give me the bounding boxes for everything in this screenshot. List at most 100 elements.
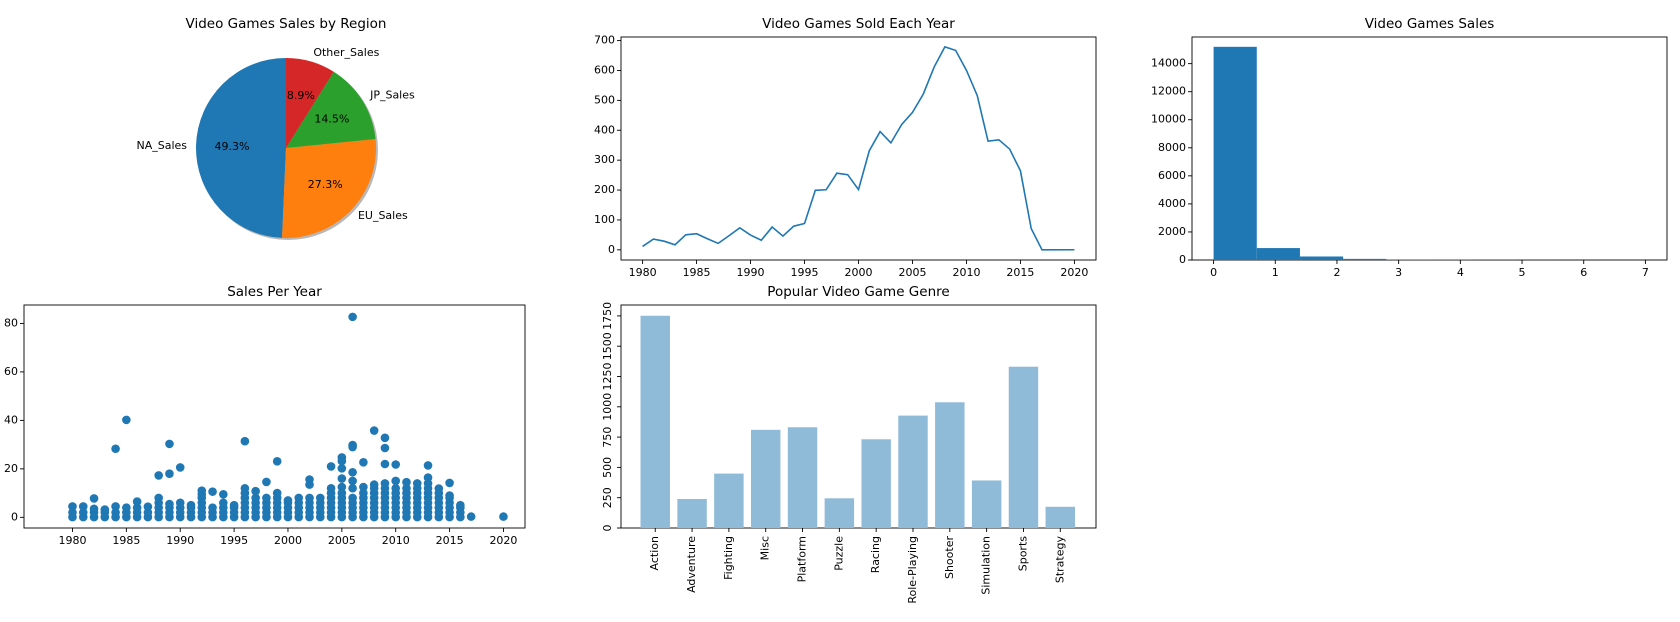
bar	[861, 439, 891, 528]
slice-label: Other_Sales	[313, 46, 379, 59]
scatter-point	[89, 504, 99, 514]
scatter-point	[78, 502, 88, 511]
scatter-point	[78, 508, 88, 517]
x-tick-label: 1980	[58, 534, 86, 547]
scatter-point	[272, 488, 282, 498]
scatter-point	[369, 426, 379, 435]
x-tick-label: 1990	[166, 534, 194, 547]
x-tick-label: Fighting	[722, 536, 735, 580]
y-tick-label: 20	[4, 462, 18, 475]
bar	[714, 473, 744, 528]
scatter-point	[240, 483, 250, 493]
chart-title: Video Games Sales by Region	[186, 16, 387, 32]
y-tick-label: 8000	[1158, 141, 1186, 154]
x-tick-label: 2005	[898, 266, 926, 279]
y-tick-label: 12000	[1151, 85, 1186, 98]
scatter-point	[326, 483, 336, 493]
scatter-point	[337, 482, 347, 492]
bar	[750, 429, 781, 528]
scatter-point	[499, 512, 508, 521]
y-tick-label: 0	[11, 510, 18, 523]
scatter-point	[68, 502, 77, 511]
scatter-point	[251, 493, 260, 503]
x-tick-label: 2015	[1006, 266, 1034, 279]
x-tick-label: Shooter	[943, 536, 956, 579]
y-tick-label: 250	[601, 487, 614, 508]
x-tick-label: 3	[1395, 266, 1402, 279]
x-tick-label: Simulation	[980, 536, 993, 595]
slice-value-label: 8.9%	[287, 89, 315, 102]
bar	[677, 499, 707, 528]
x-tick-label: 2010	[952, 266, 980, 279]
x-tick-label: 1990	[737, 266, 765, 279]
chart-title: Video Games Sold Each Year	[762, 16, 955, 32]
scatter-point	[445, 491, 454, 500]
y-tick-label: 40	[4, 413, 18, 426]
x-tick-label: 2	[1333, 266, 1340, 279]
scatter-point	[219, 498, 228, 508]
histogram-bar	[1343, 258, 1387, 260]
scatter-point	[456, 500, 465, 510]
histogram-bar	[1213, 46, 1257, 260]
slice-value-label: 14.5%	[314, 112, 349, 125]
data-line	[642, 45, 1075, 251]
x-tick-label: 1	[1272, 266, 1279, 279]
scatter-point	[240, 436, 250, 446]
scatter-point	[337, 488, 347, 498]
x-tick-label: 1985	[683, 266, 711, 279]
y-tick-label: 6000	[1158, 169, 1186, 182]
scatter-point	[132, 497, 142, 506]
scatter-point	[122, 503, 131, 512]
x-tick-label: Racing	[869, 536, 882, 573]
x-tick-label: 2005	[328, 534, 356, 547]
scatter-point	[132, 503, 142, 512]
scatter-point	[208, 487, 217, 496]
scatter-point	[262, 477, 271, 487]
scatter-point	[391, 460, 401, 469]
scatter-point	[326, 462, 336, 471]
pie-slice	[286, 58, 334, 148]
y-tick-label: 400	[594, 123, 615, 136]
scatter-point	[466, 512, 476, 521]
scatter-point	[165, 499, 174, 509]
slice-value-label: 27.3%	[308, 178, 343, 191]
pie-slice	[195, 58, 286, 238]
y-tick-label: 0	[608, 243, 615, 256]
y-tick-label: 200	[594, 183, 615, 196]
x-tick-label: 2010	[382, 534, 410, 547]
x-tick-label: 6	[1580, 266, 1587, 279]
x-tick-label: 1980	[629, 266, 657, 279]
scatter-point	[175, 498, 185, 508]
scatter-point	[100, 505, 110, 514]
scatter-point	[348, 312, 357, 322]
scatter-point	[380, 479, 390, 488]
scatter-point	[369, 480, 379, 489]
y-tick-label: 10000	[1151, 113, 1186, 126]
histogram-bar	[1386, 259, 1430, 260]
chart-title: Video Games Sales	[1365, 16, 1495, 32]
bar	[1045, 506, 1076, 528]
scatter-point	[305, 475, 314, 484]
bar	[787, 427, 818, 528]
y-tick-label: 600	[594, 63, 615, 76]
scatter-point	[412, 479, 422, 488]
y-tick-label: 100	[594, 213, 615, 226]
scatter-point	[229, 500, 239, 510]
x-tick-label: 7	[1642, 266, 1649, 279]
scatter-point	[348, 467, 357, 477]
scatter-point	[111, 508, 120, 517]
scatter-point	[175, 463, 185, 472]
y-tick-label: 0	[1179, 253, 1186, 266]
x-tick-label: 2020	[489, 534, 517, 547]
scatter-point	[348, 440, 357, 450]
scatter-point	[294, 493, 304, 503]
x-tick-label: 1995	[791, 266, 819, 279]
y-tick-label: 14000	[1151, 57, 1186, 70]
slice-label: EU_Sales	[358, 209, 408, 222]
x-tick-label: 2015	[436, 534, 464, 547]
scatter-point	[391, 476, 401, 486]
y-tick-label: 500	[601, 457, 614, 478]
scatter-point	[154, 493, 163, 503]
scatter-point	[122, 415, 131, 425]
